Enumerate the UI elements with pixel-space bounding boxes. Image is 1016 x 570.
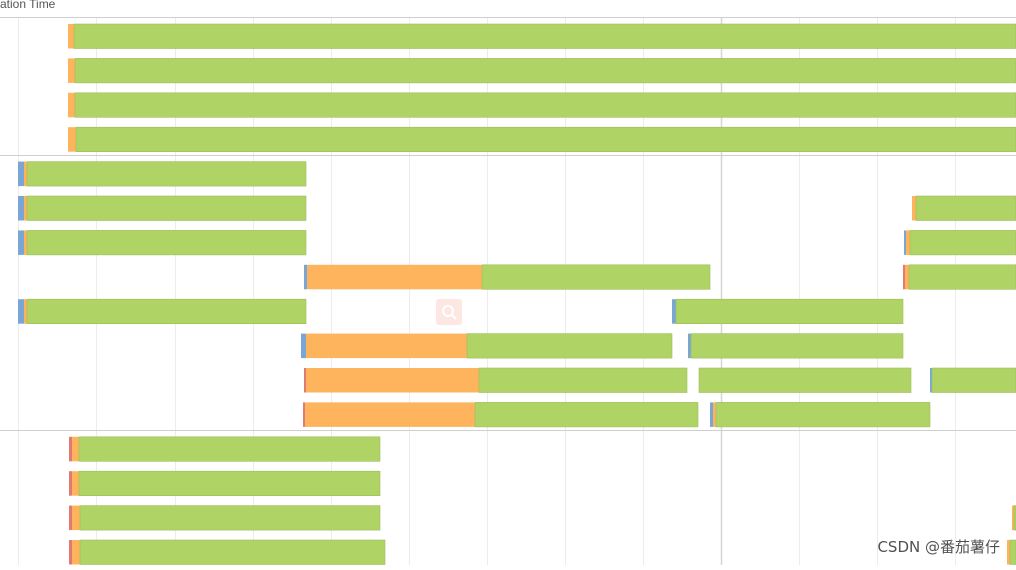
bar-segment-orange[interactable] (713, 402, 716, 427)
timeline-row (18, 161, 307, 187)
timeline-row (304, 367, 1016, 393)
bar-segment-green[interactable] (690, 333, 904, 359)
bar-segment-orange[interactable] (24, 161, 27, 187)
bar-segment-orange[interactable] (72, 540, 80, 565)
bar-segment-red[interactable] (304, 368, 306, 393)
timeline-row (18, 230, 1016, 256)
timeline-row (303, 402, 931, 428)
bar-segment-green[interactable] (73, 23, 1016, 49)
timeline-row (68, 58, 1016, 84)
bar-segment-orange[interactable] (306, 368, 479, 393)
bar-segment-green[interactable] (931, 367, 1016, 393)
bar-segment-green[interactable] (474, 402, 699, 428)
bar-segment-orange[interactable] (1007, 540, 1010, 565)
magnifier-icon (442, 305, 457, 320)
bar-segment-green[interactable] (466, 333, 673, 359)
bar-segment-green[interactable] (478, 367, 688, 393)
bar-segment-green[interactable] (75, 126, 1016, 152)
bar-segment-orange[interactable] (305, 402, 475, 427)
timeline-row (69, 505, 1016, 531)
bar-segment-green[interactable] (26, 195, 307, 221)
timeline-row (18, 298, 904, 325)
bar-segment-orange[interactable] (906, 230, 910, 255)
bar-segment-orange[interactable] (306, 333, 467, 359)
bar-segment-blue[interactable] (18, 299, 24, 324)
bar-segment-green[interactable] (915, 195, 1016, 221)
bar-segment-red[interactable] (69, 505, 72, 531)
bar-segment-red[interactable] (69, 471, 72, 496)
bar-segment-blue[interactable] (672, 299, 676, 324)
watermark-text: CSDN @番茄薯仔 (877, 538, 1000, 556)
bar-segment-orange[interactable] (24, 230, 27, 255)
bar-segment-green[interactable] (78, 470, 381, 497)
column-header-label: ation Time (0, 0, 56, 11)
bar-segment-blue[interactable] (301, 333, 306, 359)
bar-segment-red[interactable] (69, 540, 72, 565)
bar-segment-green[interactable] (26, 298, 307, 325)
bar-segment-green[interactable] (675, 298, 904, 325)
bar-segment-red[interactable] (69, 436, 72, 462)
bar-segment-blue[interactable] (18, 230, 24, 255)
timeline-row (69, 436, 381, 462)
bar-segment-green[interactable] (78, 436, 381, 462)
bar-segment-orange[interactable] (307, 264, 482, 290)
bar-segment-orange[interactable] (1012, 505, 1014, 531)
bar-segment-blue[interactable] (710, 402, 713, 427)
bar-segment-orange[interactable] (68, 92, 75, 118)
timeline-row (69, 470, 381, 497)
zoom-button[interactable] (436, 299, 462, 325)
bar-segment-green[interactable] (26, 230, 307, 256)
bar-segment-orange[interactable] (912, 196, 916, 221)
bar-segment-green[interactable] (908, 264, 1016, 290)
bar-segment-red[interactable] (903, 264, 905, 290)
timeline-row (68, 23, 1016, 49)
bar-segment-blue[interactable] (18, 196, 24, 221)
bar-segment-orange[interactable] (72, 471, 79, 496)
bar-segment-blue[interactable] (18, 161, 24, 187)
bar-segment-green[interactable] (79, 539, 386, 565)
bar-segment-green[interactable] (74, 58, 1016, 84)
bar-segment-orange[interactable] (24, 299, 27, 324)
bar-segment-orange[interactable] (72, 436, 79, 462)
bar-segment-green[interactable] (1013, 505, 1016, 531)
bar-segment-blue[interactable] (930, 368, 932, 393)
bar-segment-blue[interactable] (904, 230, 906, 255)
bar-segment-orange[interactable] (905, 264, 909, 290)
bar-segment-red[interactable] (303, 402, 305, 427)
bar-segment-orange[interactable] (68, 24, 74, 49)
timeline-row (301, 333, 904, 359)
bar-segment-orange[interactable] (68, 58, 75, 83)
timeline-row (68, 92, 1016, 118)
bar-segment-green[interactable] (26, 161, 307, 187)
timeline-row (69, 539, 1016, 565)
bar-segment-green[interactable] (1009, 539, 1016, 565)
bar-segment-blue[interactable] (688, 333, 691, 359)
bar-segment-orange[interactable] (24, 196, 27, 221)
timeline-row (68, 126, 1016, 152)
bar-segment-orange[interactable] (68, 127, 76, 152)
bar-segment-green[interactable] (715, 402, 931, 428)
bar-segment-blue[interactable] (304, 264, 307, 290)
bar-segment-green[interactable] (698, 367, 912, 393)
bar-segment-orange[interactable] (72, 505, 80, 531)
bar-segment-green[interactable] (909, 230, 1016, 256)
bar-segment-green[interactable] (74, 92, 1016, 118)
bar-segment-green[interactable] (481, 264, 711, 290)
timeline-row (18, 195, 1016, 221)
timeline-row (304, 264, 1016, 290)
bar-segment-green[interactable] (79, 505, 381, 531)
